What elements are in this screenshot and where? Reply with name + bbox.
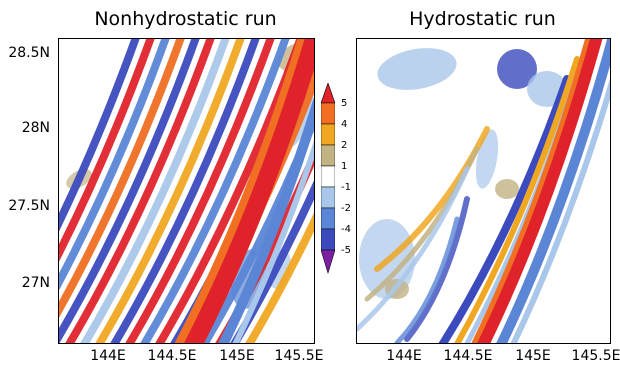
wave-crest xyxy=(65,39,215,343)
wave-crest xyxy=(59,39,185,318)
right-map-svg xyxy=(357,39,610,343)
y-tick-label: 28.5N xyxy=(8,45,50,61)
colorbar-bin xyxy=(321,207,335,230)
right-panel-title: Hydrostatic run xyxy=(409,8,556,30)
background-patch xyxy=(495,179,519,199)
x-tick-label: 144.5E xyxy=(147,348,197,364)
wave-crest xyxy=(110,39,260,343)
leading-band-red xyxy=(184,39,314,343)
colorbar-label: 1 xyxy=(341,161,348,172)
main-band-blue-lead xyxy=(496,39,610,343)
left-panel-title: Nonhydrostatic run xyxy=(94,8,277,30)
colorbar-bin xyxy=(321,102,335,125)
main-band-blue xyxy=(438,75,571,343)
colorbar-label: -4 xyxy=(341,224,351,235)
colorbar-label: -2 xyxy=(341,203,351,214)
colorbar-label: -5 xyxy=(341,245,351,256)
colorbar-label: -1 xyxy=(341,182,351,193)
x-tick-label: 144E xyxy=(90,348,126,364)
colorbar xyxy=(321,83,335,275)
x-tick-label: 145.5E xyxy=(571,348,620,364)
x-tick-label: 144E xyxy=(386,348,422,364)
x-tick-label: 145E xyxy=(219,348,255,364)
leading-band-blue xyxy=(218,96,314,343)
x-tick-label: 145E xyxy=(515,348,551,364)
wave-crest xyxy=(59,39,170,291)
main-band-lightblue-lead xyxy=(510,78,610,343)
x-tick-label: 145.5E xyxy=(274,348,324,364)
wave-crest xyxy=(95,39,245,343)
main-band-yellow xyxy=(454,56,580,343)
main-band-red xyxy=(477,39,603,343)
arc-feature xyxy=(357,166,470,332)
wave-crest xyxy=(80,39,230,343)
y-tick-label: 28N xyxy=(21,120,50,136)
colorbar-label: 2 xyxy=(341,140,348,151)
colorbar-bottom-arrow xyxy=(321,249,335,275)
background-patch xyxy=(497,49,537,89)
left-map-svg xyxy=(59,39,314,343)
colorbar-bin xyxy=(321,144,335,167)
colorbar-bin xyxy=(321,186,335,209)
wave-crest xyxy=(140,39,290,343)
background-patch xyxy=(475,129,499,189)
wave-crest xyxy=(59,39,155,262)
colorbar-bin xyxy=(321,228,335,251)
colorbar-top-arrow xyxy=(321,83,335,104)
wave-crest xyxy=(125,39,275,343)
x-tick-label: 144.5E xyxy=(443,348,493,364)
arc-feature xyxy=(394,216,460,343)
wave-crest xyxy=(59,39,140,232)
background-patch xyxy=(377,48,457,90)
right-map-panel xyxy=(356,38,611,344)
colorbar-bin xyxy=(321,123,335,146)
y-tick-label: 27.5N xyxy=(8,198,50,214)
y-tick-label: 27N xyxy=(21,275,50,291)
colorbar-bin xyxy=(321,165,335,188)
wave-crest xyxy=(245,212,314,343)
colorbar-label: 4 xyxy=(341,119,348,130)
arc-feature xyxy=(404,196,470,342)
wave-crest xyxy=(59,39,200,343)
leading-band-lightblue xyxy=(232,140,314,343)
left-map-panel xyxy=(58,38,315,344)
colorbar-label: 5 xyxy=(341,98,348,109)
